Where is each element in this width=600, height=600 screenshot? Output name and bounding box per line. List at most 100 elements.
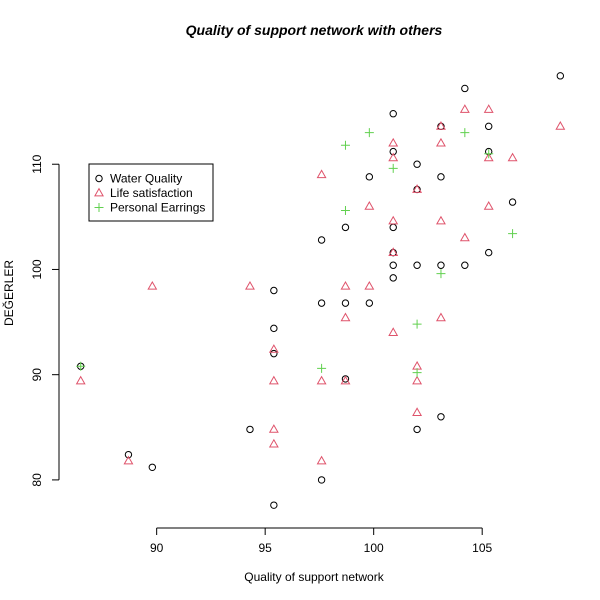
life-satisfaction-point xyxy=(316,375,327,385)
x-tick-label: 95 xyxy=(258,541,272,555)
life-satisfaction-point xyxy=(340,280,351,290)
y-axis: 80 90 100 110 xyxy=(30,154,60,487)
personal-earrings-point xyxy=(412,319,422,329)
life-satisfaction-point xyxy=(364,280,375,290)
x-tick-label: 100 xyxy=(364,541,384,555)
water-quality-point xyxy=(413,425,421,434)
life-satisfaction-point xyxy=(412,407,423,416)
legend-label: Personal Earrings xyxy=(110,201,205,215)
water-quality-point xyxy=(148,463,157,471)
life-satisfaction-point xyxy=(459,232,470,242)
water-quality-point xyxy=(485,248,493,257)
life-satisfaction-point xyxy=(316,455,327,465)
life-satisfaction-point xyxy=(388,247,399,256)
chart-title: Quality of support network with others xyxy=(186,22,443,38)
life-satisfaction-point xyxy=(388,215,399,225)
water-quality-point xyxy=(437,261,445,269)
life-satisfaction-point xyxy=(147,280,158,290)
life-satisfaction-point xyxy=(245,280,255,290)
life-satisfaction-point xyxy=(340,375,351,385)
legend-label: Life satisfaction xyxy=(110,186,193,200)
water-quality-point xyxy=(365,299,374,307)
x-axis: 90 95 100 105 xyxy=(150,527,493,555)
personal-earrings-point xyxy=(436,269,446,279)
life-satisfaction-point xyxy=(75,375,86,385)
water-quality-point xyxy=(270,286,278,295)
water-quality-point xyxy=(365,173,374,181)
legend-triangle-marker xyxy=(94,187,104,197)
plot-points xyxy=(75,72,566,509)
water-quality-point xyxy=(317,299,326,307)
water-quality-point xyxy=(270,501,278,509)
life-satisfaction-point xyxy=(268,375,279,385)
life-satisfaction-point xyxy=(268,424,279,433)
legend-label: Water Quality xyxy=(110,172,182,186)
y-axis-label: DEĞERLER xyxy=(1,260,16,326)
water-quality-point xyxy=(437,173,445,181)
water-quality-point xyxy=(270,349,278,358)
y-tick-label: 80 xyxy=(30,473,44,487)
water-quality-point xyxy=(461,84,469,93)
personal-earrings-point xyxy=(317,363,327,373)
x-tick-label: 90 xyxy=(150,541,164,555)
life-satisfaction-point xyxy=(388,137,399,147)
water-quality-point xyxy=(389,223,397,232)
water-quality-point xyxy=(389,274,397,282)
water-quality-point xyxy=(317,236,326,244)
life-satisfaction-point xyxy=(412,360,423,370)
water-quality-point xyxy=(270,324,278,333)
personal-earrings-point xyxy=(388,163,398,173)
life-satisfaction-point xyxy=(555,121,566,130)
water-quality-point xyxy=(508,198,517,206)
life-satisfaction-point xyxy=(435,215,446,225)
y-tick-label: 90 xyxy=(30,368,44,382)
life-satisfaction-point xyxy=(123,455,134,465)
life-satisfaction-point xyxy=(459,104,470,113)
water-quality-point xyxy=(317,476,326,484)
y-tick-label: 100 xyxy=(30,259,44,279)
personal-earrings-point xyxy=(364,128,374,138)
life-satisfaction-point xyxy=(388,327,399,336)
life-satisfaction-point xyxy=(316,169,327,179)
life-satisfaction-point xyxy=(435,312,446,322)
water-quality-point xyxy=(413,160,421,168)
life-satisfaction-point xyxy=(483,152,494,162)
legend-circle-marker xyxy=(95,174,103,183)
life-satisfaction-point xyxy=(507,152,518,162)
life-satisfaction-point xyxy=(412,375,423,385)
life-satisfaction-point xyxy=(364,200,375,210)
life-satisfaction-point xyxy=(483,200,494,210)
water-quality-point xyxy=(556,72,565,80)
life-satisfaction-point xyxy=(268,344,279,353)
personal-earrings-point xyxy=(508,229,518,239)
water-quality-point xyxy=(389,261,397,269)
life-satisfaction-point xyxy=(435,121,446,130)
life-satisfaction-point xyxy=(483,104,494,113)
personal-earrings-point xyxy=(412,368,422,378)
water-quality-point xyxy=(437,413,445,421)
personal-earrings-point xyxy=(460,128,470,138)
water-quality-point xyxy=(389,110,397,118)
personal-earrings-point xyxy=(484,149,494,159)
water-quality-point xyxy=(341,223,350,232)
life-satisfaction-point xyxy=(435,137,446,147)
y-tick-label: 110 xyxy=(30,154,44,173)
personal-earrings-point xyxy=(340,140,350,150)
x-axis-label: Quality of support network xyxy=(244,570,384,584)
water-quality-point xyxy=(461,261,469,269)
life-satisfaction-point xyxy=(388,152,399,162)
x-tick-label: 105 xyxy=(472,541,492,555)
personal-earrings-point xyxy=(340,206,350,216)
legend-box xyxy=(88,163,214,222)
water-quality-point xyxy=(124,450,133,459)
life-satisfaction-point xyxy=(412,184,423,193)
water-quality-point xyxy=(485,122,493,131)
legend-plus-marker xyxy=(94,203,104,212)
water-quality-point xyxy=(341,299,350,307)
personal-earrings-point xyxy=(76,361,86,371)
water-quality-point xyxy=(389,147,397,156)
life-satisfaction-point xyxy=(268,438,279,448)
